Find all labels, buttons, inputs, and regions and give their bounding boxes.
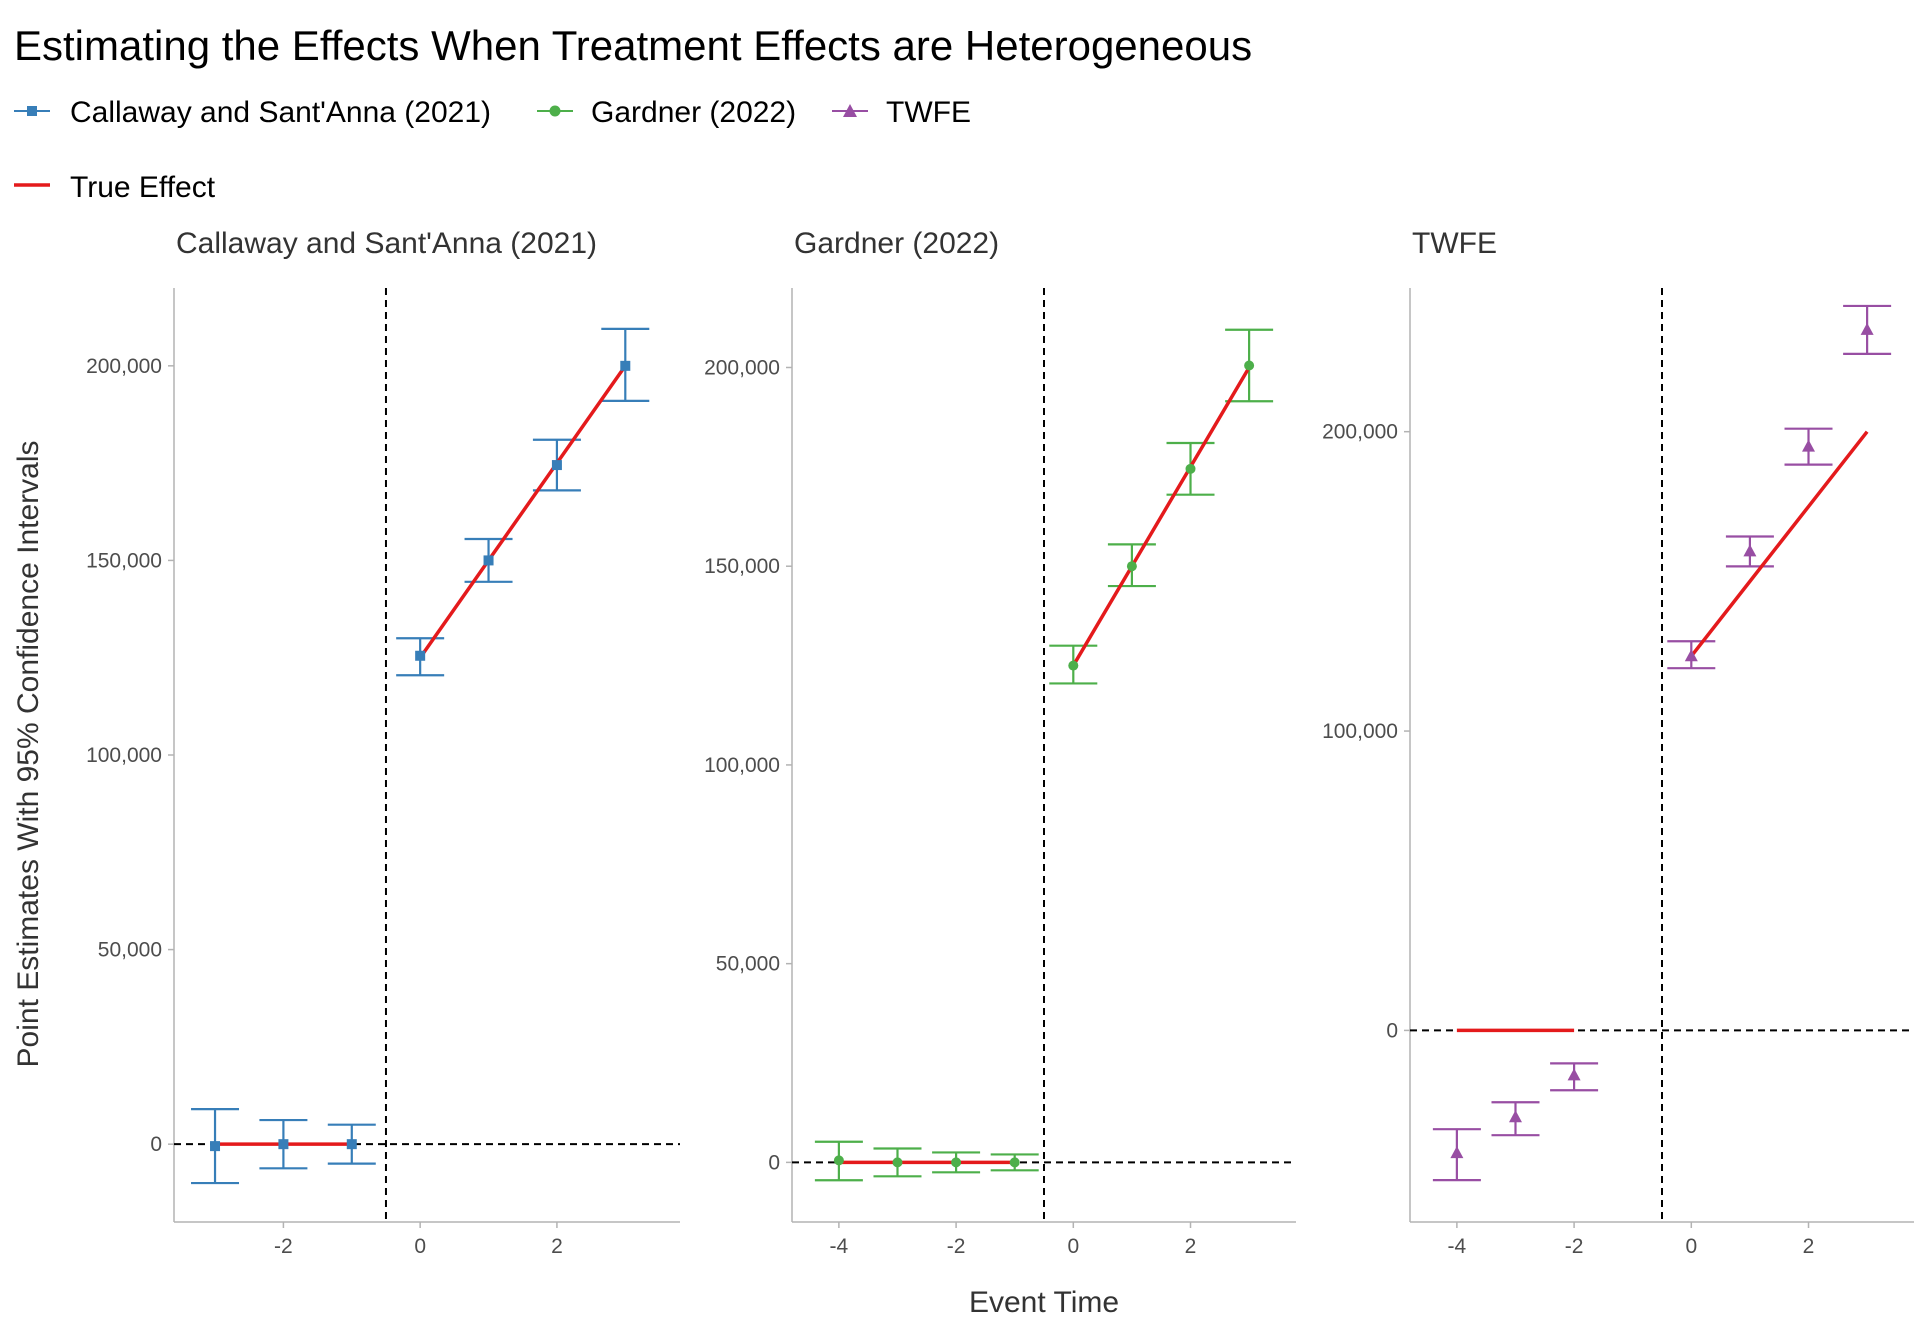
x-tick-label-gardner: -2 bbox=[947, 1235, 966, 1258]
data-point-gardner bbox=[1009, 1157, 1020, 1168]
legend-item-gardner: Gardner (2022) bbox=[537, 96, 796, 129]
data-point-twfe bbox=[1802, 439, 1816, 452]
true-effect-post-line-gardner bbox=[1071, 366, 1251, 667]
legend-label-twfe: TWFE bbox=[886, 96, 971, 129]
panel-callaway: Callaway and Sant'Anna (2021) 0 50,000 100,… bbox=[86, 227, 680, 1258]
data-point-callaway bbox=[483, 555, 494, 566]
data-point-twfe bbox=[1450, 1146, 1464, 1159]
legend-label-gardner: Gardner (2022) bbox=[591, 96, 796, 129]
data-point-gardner bbox=[1126, 561, 1137, 572]
x-tick-label-gardner: 0 bbox=[1067, 1235, 1079, 1258]
y-tick-label-gardner: 150,000 bbox=[704, 555, 780, 578]
y-tick-label-gardner: 100,000 bbox=[704, 754, 780, 777]
legend: Callaway and Sant'Anna (2021) Gardner (2… bbox=[14, 96, 971, 204]
x-tick-label-twfe: 2 bbox=[1803, 1235, 1815, 1258]
legend-swatch-callaway-marker bbox=[27, 106, 37, 116]
legend-item-twfe: TWFE bbox=[832, 96, 971, 129]
x-tick-label-callaway: 2 bbox=[551, 1235, 563, 1258]
legend-swatch-twfe-marker bbox=[843, 104, 857, 117]
x-tick-label-gardner: -4 bbox=[830, 1235, 849, 1258]
y-tick-label-callaway: 50,000 bbox=[98, 939, 162, 962]
legend-item-true-effect: True Effect bbox=[14, 171, 216, 204]
data-point-callaway bbox=[278, 1139, 289, 1150]
panel-title-callaway: Callaway and Sant'Anna (2021) bbox=[176, 227, 597, 260]
legend-label-callaway: Callaway and Sant'Anna (2021) bbox=[70, 96, 491, 129]
legend-item-callaway: Callaway and Sant'Anna (2021) bbox=[14, 96, 491, 129]
x-tick-label-twfe: -2 bbox=[1565, 1235, 1584, 1258]
y-tick-label-gardner: 50,000 bbox=[716, 953, 780, 976]
x-tick-label-twfe: -4 bbox=[1448, 1235, 1467, 1258]
data-point-gardner bbox=[892, 1157, 903, 1168]
x-tick-label-twfe: 0 bbox=[1685, 1235, 1697, 1258]
data-point-callaway bbox=[620, 360, 631, 371]
chart-title: Estimating the Effects When Treatment Ef… bbox=[14, 22, 1252, 69]
x-tick-label-callaway: 0 bbox=[414, 1235, 426, 1258]
data-point-callaway bbox=[210, 1141, 221, 1152]
data-point-gardner bbox=[1244, 360, 1255, 371]
data-point-gardner bbox=[833, 1155, 844, 1166]
data-point-callaway bbox=[346, 1139, 357, 1150]
y-tick-label-callaway: 150,000 bbox=[86, 549, 162, 572]
y-tick-label-twfe: 0 bbox=[1386, 1019, 1398, 1042]
y-axis-title: Point Estimates With 95% Confidence Inte… bbox=[12, 441, 45, 1068]
y-tick-label-gardner: 0 bbox=[768, 1151, 780, 1174]
y-tick-label-callaway: 100,000 bbox=[86, 744, 162, 767]
legend-label-true-effect: True Effect bbox=[70, 171, 216, 204]
x-tick-label-gardner: 2 bbox=[1185, 1235, 1197, 1258]
data-point-callaway bbox=[551, 460, 562, 471]
data-point-twfe bbox=[1743, 544, 1757, 557]
legend-swatch-gardner-marker bbox=[549, 105, 561, 117]
data-point-gardner bbox=[1068, 660, 1079, 671]
facet-panels: Callaway and Sant'Anna (2021) 0 50,000 100,… bbox=[86, 227, 1914, 1258]
true-effect-post-line-twfe bbox=[1689, 430, 1869, 658]
y-tick-label-twfe: 200,000 bbox=[1322, 421, 1398, 444]
x-axis-title: Event Time bbox=[969, 1286, 1119, 1319]
y-tick-label-twfe: 100,000 bbox=[1322, 720, 1398, 743]
data-point-twfe bbox=[1684, 649, 1698, 662]
panel-title-twfe: TWFE bbox=[1412, 227, 1497, 260]
data-point-twfe bbox=[1567, 1068, 1581, 1081]
panel-title-gardner: Gardner (2022) bbox=[794, 227, 999, 260]
data-point-twfe bbox=[1860, 322, 1874, 335]
y-tick-label-gardner: 200,000 bbox=[704, 356, 780, 379]
data-point-gardner bbox=[951, 1157, 962, 1168]
y-tick-label-callaway: 200,000 bbox=[86, 355, 162, 378]
data-point-gardner bbox=[1185, 463, 1196, 474]
panel-twfe: TWFE 0 100,000 200,000 -4 -2 0 2 bbox=[1322, 227, 1914, 1258]
true-effect-post-line-callaway bbox=[418, 364, 627, 659]
panel-gardner: Gardner (2022) 0 50,000 100,000 150,000 200,0… bbox=[704, 227, 1296, 1258]
x-tick-label-callaway: -2 bbox=[274, 1235, 293, 1258]
y-tick-label-callaway: 0 bbox=[150, 1133, 162, 1156]
data-point-twfe bbox=[1508, 1110, 1522, 1123]
data-point-callaway bbox=[415, 650, 426, 661]
